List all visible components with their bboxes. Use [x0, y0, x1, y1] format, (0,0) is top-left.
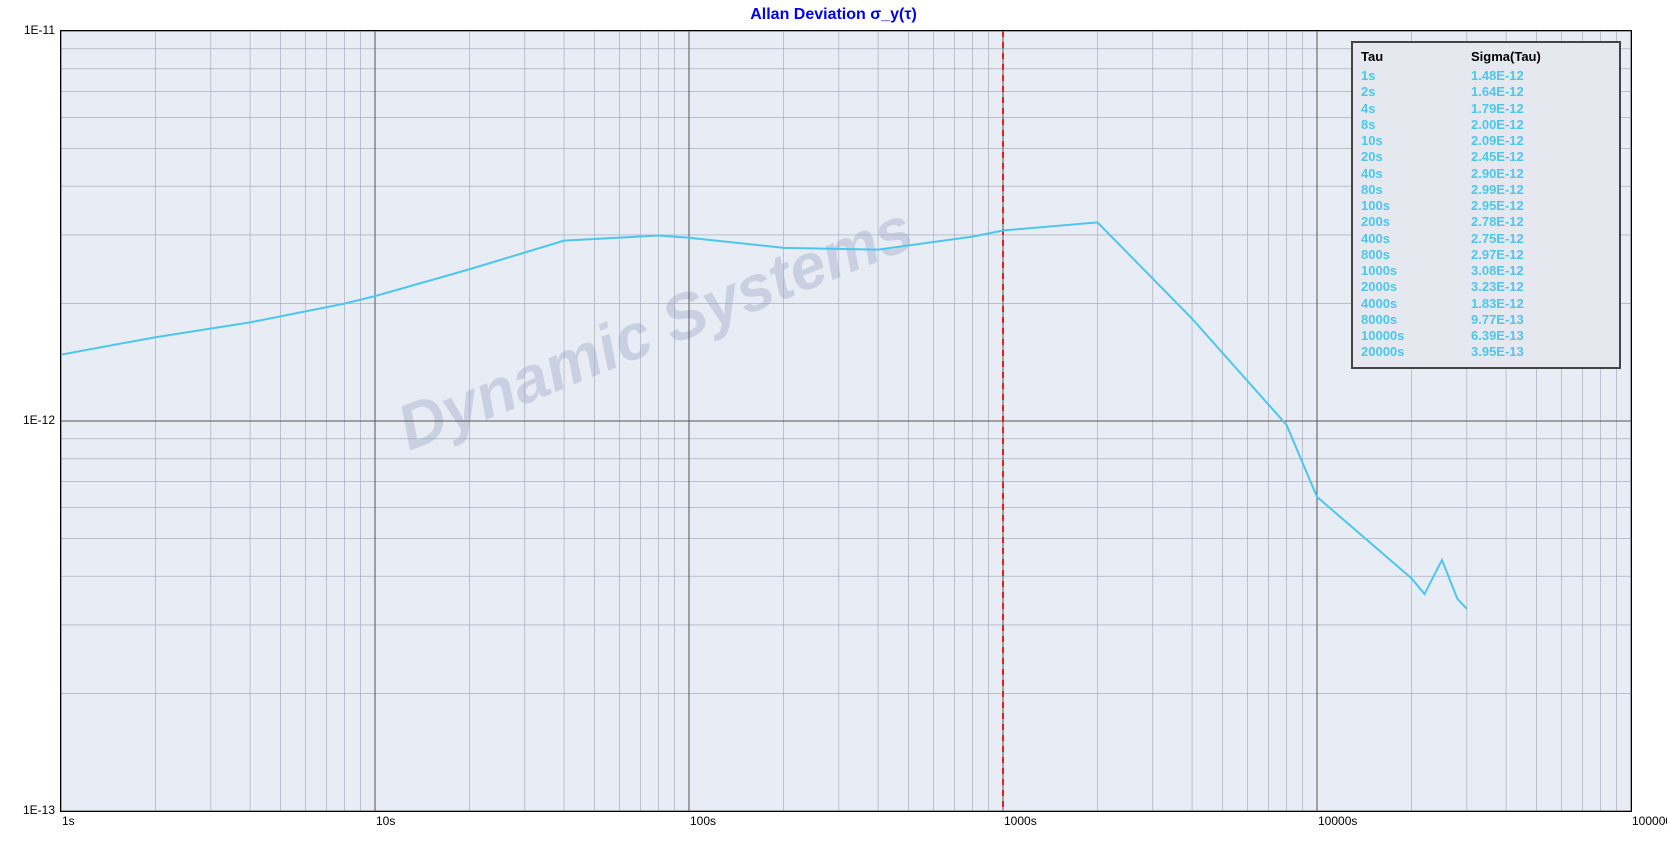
legend-row: 20000s3.95E-13: [1361, 344, 1611, 360]
legend-row: 10000s6.39E-13: [1361, 328, 1611, 344]
legend-row: 200s2.78E-12: [1361, 214, 1611, 230]
chart-title-text: Allan Deviation σ_y(τ): [750, 6, 917, 23]
y-tick-label: 1E-13: [5, 803, 55, 817]
legend-row: 400s2.75E-12: [1361, 231, 1611, 247]
x-tick-label: 10000s: [1318, 814, 1357, 828]
plot-area: Dynamic Systems TauSigma(Tau)1s1.48E-122…: [60, 30, 1632, 812]
page: Allan Deviation σ_y(τ) Dynamic Systems T…: [0, 0, 1667, 853]
legend-row: 10s2.09E-12: [1361, 133, 1611, 149]
x-tick-label: 1s: [62, 814, 75, 828]
y-tick-label: 1E-11: [5, 23, 55, 37]
x-tick-label: 100s: [690, 814, 716, 828]
x-tick-label: 1000s: [1004, 814, 1037, 828]
chart-title: Allan Deviation σ_y(τ): [0, 6, 1667, 24]
legend-row: 100s2.95E-12: [1361, 198, 1611, 214]
y-tick-label: 1E-12: [5, 413, 55, 427]
legend-row: 40s2.90E-12: [1361, 166, 1611, 182]
legend-row: 2000s3.23E-12: [1361, 279, 1611, 295]
x-tick-label: 10s: [376, 814, 395, 828]
x-tick-label: 100000s: [1632, 814, 1667, 828]
legend-box: TauSigma(Tau) 1s1.48E-122s1.64E-124s1.79E…: [1351, 41, 1621, 369]
legend-row: 80s2.99E-12: [1361, 182, 1611, 198]
legend-header: TauSigma(Tau): [1361, 49, 1611, 64]
legend-row: 8000s9.77E-13: [1361, 312, 1611, 328]
legend-row: 1000s3.08E-12: [1361, 263, 1611, 279]
legend-row: 4s1.79E-12: [1361, 101, 1611, 117]
legend-row: 8s2.00E-12: [1361, 117, 1611, 133]
legend-row: 1s1.48E-12: [1361, 68, 1611, 84]
legend-row: 4000s1.83E-12: [1361, 296, 1611, 312]
legend-row: 800s2.97E-12: [1361, 247, 1611, 263]
legend-row: 2s1.64E-12: [1361, 84, 1611, 100]
legend-row: 20s2.45E-12: [1361, 149, 1611, 165]
data-line: [61, 222, 1467, 608]
